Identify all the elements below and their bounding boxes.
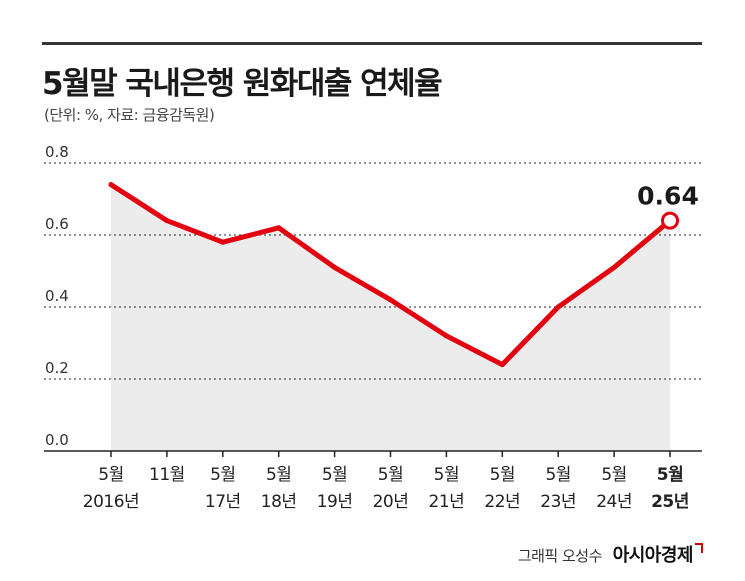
value-label: 0.64 bbox=[637, 182, 699, 211]
x-tick-label: 5월 bbox=[210, 465, 235, 485]
credit: 그래픽 오성수 아시아경제 bbox=[518, 541, 703, 567]
x-tick-label-year: 23년 bbox=[540, 492, 576, 512]
data-point bbox=[164, 218, 170, 224]
data-point bbox=[443, 333, 449, 339]
top-rule bbox=[42, 42, 702, 45]
data-point bbox=[555, 304, 561, 310]
brand-logo: 아시아경제 bbox=[612, 545, 694, 566]
data-point bbox=[220, 239, 226, 245]
x-tick-label: 11월 bbox=[149, 465, 185, 485]
x-tick-label: 5월 bbox=[490, 465, 515, 485]
x-tick-label: 5월 bbox=[434, 465, 459, 485]
chart-subtitle: (단위: %, 자료: 금융감독원) bbox=[44, 106, 215, 124]
y-tick-label: 0.6 bbox=[45, 215, 69, 233]
data-point bbox=[332, 264, 338, 270]
chart-title: 5월말 국내은행 원화대출 연체율 bbox=[42, 66, 443, 102]
x-tick-label-year: 24년 bbox=[596, 492, 632, 512]
x-tick-label: 5월 bbox=[266, 465, 291, 485]
data-point bbox=[276, 225, 282, 231]
designer-credit: 그래픽 오성수 bbox=[517, 547, 603, 565]
x-tick-label-year: 19년 bbox=[317, 492, 353, 512]
highlight-point bbox=[661, 211, 679, 230]
x-tick-label-year: 25년 bbox=[651, 492, 689, 512]
data-point bbox=[611, 264, 617, 270]
x-tick-label: 5월 bbox=[378, 465, 403, 485]
y-tick-label: 0.0 bbox=[45, 431, 69, 449]
brand-mark-icon bbox=[695, 543, 703, 553]
area-fill bbox=[111, 184, 670, 451]
x-tick-label-year: 2016년 bbox=[83, 492, 139, 512]
data-point bbox=[499, 362, 505, 368]
data-point bbox=[108, 182, 114, 188]
x-tick-label: 5월 bbox=[657, 465, 683, 485]
y-tick-label: 0.2 bbox=[45, 359, 69, 377]
x-tick-label: 5월 bbox=[545, 465, 570, 485]
x-tick-label-year: 17년 bbox=[205, 492, 241, 512]
x-tick-label-year: 22년 bbox=[484, 492, 520, 512]
x-tick-label: 5월 bbox=[98, 465, 123, 485]
x-tick-label-year: 20년 bbox=[373, 492, 409, 512]
y-tick-label: 0.8 bbox=[45, 143, 69, 161]
y-tick-label: 0.4 bbox=[45, 287, 69, 305]
x-tick-label: 5월 bbox=[601, 465, 626, 485]
data-point bbox=[388, 297, 393, 303]
x-tick-label-year: 18년 bbox=[261, 492, 297, 512]
x-tick-label-year: 21년 bbox=[429, 492, 465, 512]
x-tick-label: 5월 bbox=[322, 465, 347, 485]
